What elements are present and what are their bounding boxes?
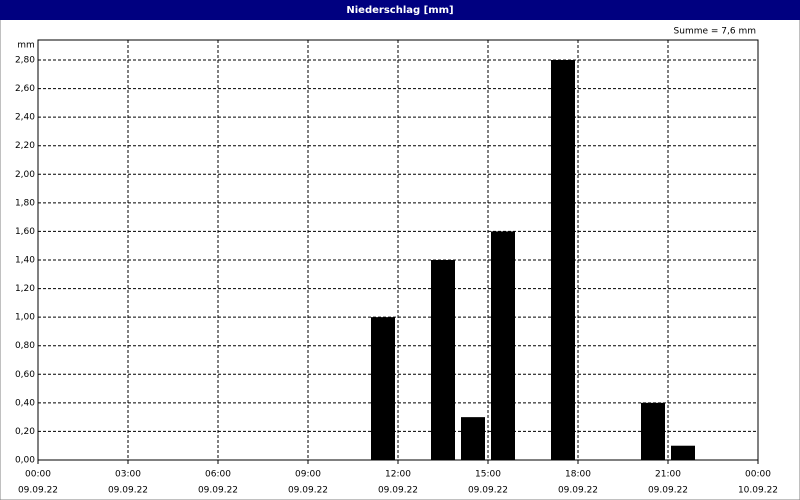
x-tick-label: 09.09.22 xyxy=(648,486,688,496)
bar xyxy=(431,260,455,460)
y-tick-label: 1,20 xyxy=(15,284,35,294)
x-tick-label: 09.09.22 xyxy=(198,486,238,496)
x-tick-label: 18:00 xyxy=(565,470,591,480)
bar xyxy=(461,417,485,460)
bar xyxy=(371,317,395,460)
title-bar xyxy=(0,0,800,20)
y-tick-label: 0,40 xyxy=(15,398,35,408)
x-tick-label: 10.09.22 xyxy=(738,486,778,496)
x-tick-label: 09.09.22 xyxy=(18,486,58,496)
x-tick-label: 09.09.22 xyxy=(558,486,598,496)
bar xyxy=(671,445,695,460)
y-tick-label: 0,00 xyxy=(15,456,35,466)
x-tick-label: 09.09.22 xyxy=(108,486,148,496)
y-tick-label: 1,40 xyxy=(15,256,35,266)
x-tick-label: 09.09.22 xyxy=(468,486,508,496)
chart-title: Niederschlag [mm] xyxy=(346,5,453,16)
y-tick-label: 2,20 xyxy=(15,141,35,151)
x-tick-label: 15:00 xyxy=(475,470,501,480)
y-tick-label: 1,80 xyxy=(15,198,35,208)
y-tick-label: 2,00 xyxy=(15,170,35,180)
x-tick-label: 09.09.22 xyxy=(378,486,418,496)
x-tick-label: 09:00 xyxy=(295,470,321,480)
x-tick-label: 00:00 xyxy=(25,470,51,480)
bar xyxy=(491,231,515,460)
x-tick-label: 12:00 xyxy=(385,470,411,480)
y-tick-label: 1,00 xyxy=(15,313,35,323)
sum-annotation: Summe = 7,6 mm xyxy=(674,27,756,37)
y-tick-label: 0,80 xyxy=(15,341,35,351)
y-unit: mm xyxy=(17,41,35,51)
x-tick-label: 00:00 xyxy=(745,470,771,480)
y-tick-label: 0,60 xyxy=(15,370,35,380)
x-tick-label: 03:00 xyxy=(115,470,141,480)
y-tick-label: 0,20 xyxy=(15,427,35,437)
y-tick-label: 2,60 xyxy=(15,84,35,94)
x-tick-label: 21:00 xyxy=(655,470,681,480)
bar xyxy=(551,60,575,460)
y-tick-label: 2,40 xyxy=(15,113,35,123)
bar xyxy=(641,402,665,460)
y-tick-label: 2,80 xyxy=(15,56,35,66)
y-tick-label: 1,60 xyxy=(15,227,35,237)
x-tick-label: 06:00 xyxy=(205,470,231,480)
x-tick-label: 09.09.22 xyxy=(288,486,328,496)
